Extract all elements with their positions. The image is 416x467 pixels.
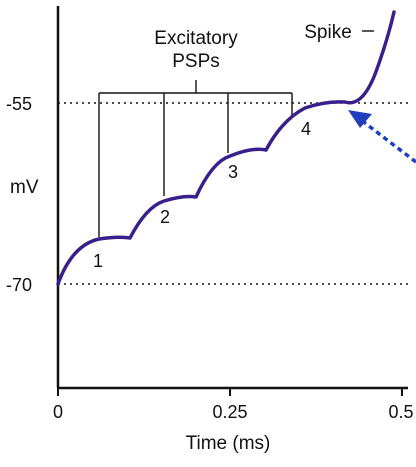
spike-label: Spike xyxy=(304,22,352,43)
y-axis-label: mV xyxy=(10,177,39,198)
x-tick-label-0: 0 xyxy=(53,402,63,422)
x-tick-label-0.25: 0.25 xyxy=(212,402,247,422)
y-tick-label--55: -55 xyxy=(6,94,32,114)
x-tick-label-0.5: 0.5 xyxy=(388,402,413,422)
bracket-label-line1: Excitatory xyxy=(154,28,238,49)
y-tick-label--70: -70 xyxy=(6,275,32,295)
psp-bracket xyxy=(98,80,293,237)
bracket-label-line2: PSPs xyxy=(172,51,220,72)
threshold-arrow xyxy=(348,110,416,164)
psp-label-3: 3 xyxy=(228,162,238,182)
psp-label-1: 1 xyxy=(93,251,103,271)
psp-label-2: 2 xyxy=(160,207,170,227)
psp-label-4: 4 xyxy=(301,119,311,139)
x-axis-label: Time (ms) xyxy=(186,433,271,454)
membrane-potential-trace xyxy=(56,10,396,286)
